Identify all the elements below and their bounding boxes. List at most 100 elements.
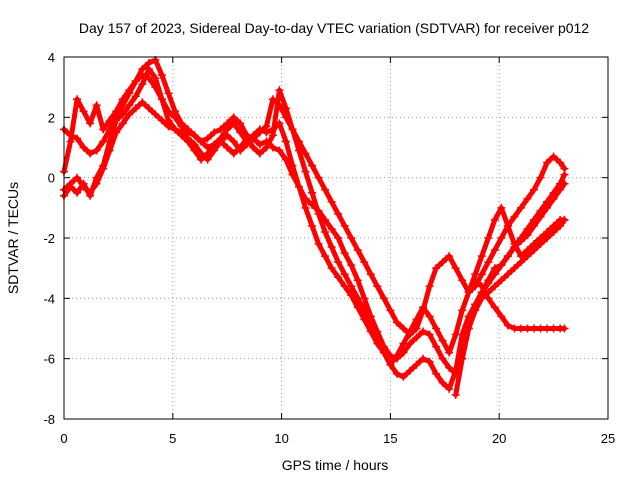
series-0-point-2 (73, 188, 82, 197)
series-2-point-76 (556, 158, 565, 167)
series-3-point-61 (458, 306, 467, 315)
series-5-point-0 (451, 390, 460, 399)
series-2-point-16 (164, 107, 173, 116)
series-0-point-33 (275, 146, 284, 155)
series-3-point-59 (445, 348, 454, 357)
series-1-point-70 (516, 237, 525, 246)
series-2-point-10 (125, 86, 134, 95)
series-3-point-77 (560, 324, 569, 333)
series-3-point-51 (392, 351, 401, 360)
series-3-point-35 (288, 125, 297, 134)
series-1-point-55 (419, 354, 428, 363)
series-2-point-12 (138, 71, 147, 80)
series-5-point-14 (543, 234, 552, 242)
series-3-point-52 (399, 339, 408, 348)
series-5-point-4 (477, 294, 486, 303)
series-1-point-41 (327, 264, 336, 273)
series-3-point-25 (223, 143, 232, 152)
series-5-point-12 (530, 246, 539, 255)
series-5-point-8 (503, 270, 512, 279)
series-1-point-66 (490, 270, 499, 279)
series-1-point-59 (445, 384, 454, 393)
series-0-point-44 (347, 261, 356, 270)
series-1-point-15 (157, 71, 166, 80)
series-2-point-51 (392, 318, 401, 327)
series-3-point-21 (197, 155, 206, 164)
series-2-point-1 (66, 137, 75, 146)
series-2-point-61 (458, 276, 467, 285)
series-1-point-3 (79, 143, 88, 152)
series-2-point-37 (301, 149, 310, 158)
series-5-point-17 (560, 215, 569, 224)
series-5-point-16 (556, 221, 565, 230)
series-3-point-32 (268, 131, 277, 140)
series-3-point-45 (353, 294, 362, 303)
x-tick-label-5: 25 (601, 431, 615, 446)
series-5-point-13 (536, 240, 545, 249)
series-4-point-0 (464, 288, 473, 297)
y-tick-label-0: -8 (43, 412, 55, 427)
y-axis-label: SDTVAR / TECUs (5, 182, 21, 294)
series-5-point-11 (523, 252, 532, 261)
series-5-point-7 (497, 276, 506, 285)
series-2-point-24 (216, 125, 225, 134)
series-3-point-47 (366, 318, 375, 327)
chart-title: Day 157 of 2023, Sidereal Day-to-day VTE… (79, 20, 589, 36)
series-3-point-56 (425, 312, 434, 321)
series-2-point-18 (177, 122, 186, 131)
series-0-point-12 (138, 80, 147, 89)
series-2-point-60 (451, 264, 460, 273)
series-1-point-53 (405, 366, 414, 375)
series-3-point-54 (412, 315, 421, 324)
series-2-point-38 (308, 161, 317, 170)
y-tick-label-3: -2 (43, 231, 55, 246)
axis-ticks: 0 5 10 15 20 25 -8 -6 -4 -2 0 2 4 (43, 50, 615, 446)
series-1-point-65 (484, 279, 493, 288)
series-1-point-67 (497, 261, 506, 270)
series-0-point-54 (412, 333, 421, 342)
series-3-point-37 (301, 167, 310, 176)
series-2-point-67 (497, 234, 506, 242)
series-1-point-54 (412, 360, 421, 369)
series-line-0 (61, 66, 567, 377)
series-2-point-11 (131, 77, 140, 86)
series-1-point-51 (392, 369, 401, 378)
series-1-point-72 (530, 221, 539, 230)
series-2-point-39 (314, 173, 323, 182)
series-3-point-27 (236, 143, 245, 152)
series-2-point-72 (530, 185, 539, 194)
series-3-point-28 (242, 134, 251, 143)
y-tick-label-5: 2 (48, 110, 55, 125)
series-3-point-55 (419, 303, 428, 312)
series-5-point-5 (484, 288, 493, 297)
series-3-point-34 (281, 104, 290, 113)
series-3-point-17 (170, 125, 179, 134)
data-series (60, 56, 569, 399)
series-2-point-20 (190, 131, 199, 140)
series-4-point-3 (484, 234, 493, 242)
series-2-point-23 (210, 128, 219, 137)
series-3-point-11 (131, 104, 140, 113)
series-3-point-58 (438, 336, 447, 345)
series-2-point-17 (170, 113, 179, 122)
series-1-point-77 (560, 179, 569, 188)
series-2-point-22 (203, 134, 212, 143)
series-2-point-65 (484, 258, 493, 267)
series-line-5 (453, 217, 567, 398)
series-2-point-26 (229, 113, 238, 122)
series-1-point-5 (92, 146, 101, 155)
series-3-point-48 (373, 333, 382, 342)
series-0-point-58 (438, 354, 447, 363)
series-4-point-6 (503, 221, 512, 230)
series-3-point-10 (125, 110, 134, 119)
series-2-point-43 (340, 221, 349, 230)
series-2-point-15 (157, 95, 166, 104)
series-3-point-68 (503, 321, 512, 330)
series-1-point-52 (399, 372, 408, 381)
series-1-point-2 (73, 134, 82, 143)
series-2-point-8 (112, 107, 121, 116)
series-2-point-50 (386, 306, 395, 315)
series-0-point-45 (353, 276, 362, 285)
series-2-point-48 (373, 282, 382, 291)
